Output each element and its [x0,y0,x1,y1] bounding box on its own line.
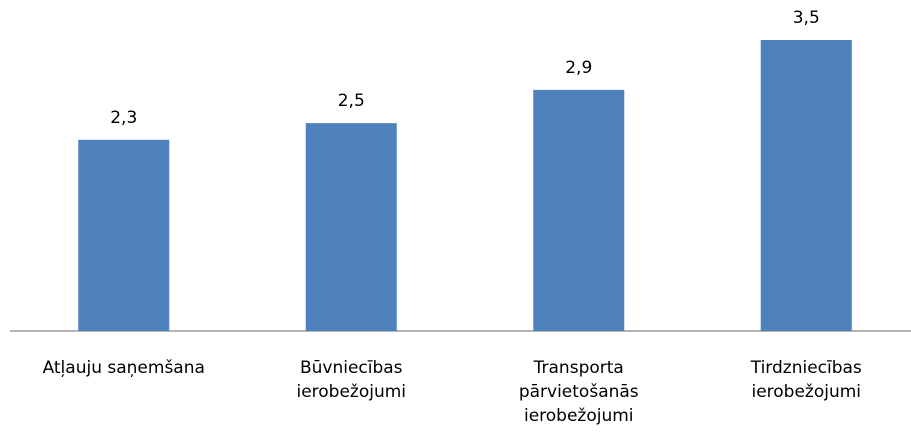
bar [533,89,625,331]
bar [78,139,170,331]
x-tick-label: ierobežojumi [296,382,406,402]
x-tick-label: pārvietošanās [519,382,639,402]
x-tick-label: Būvniecības [300,358,403,378]
data-label: 2,9 [565,58,592,78]
x-tick-label: Atļauju saņemšana [43,358,205,378]
bar [760,40,852,331]
data-label: 2,3 [110,108,137,128]
x-tick-label: ierobežojumi [751,382,861,402]
data-label: 2,5 [338,91,365,111]
x-tick-label: Transporta [533,358,624,378]
data-label: 3,5 [793,8,820,28]
x-tick-label: ierobežojumi [524,406,634,426]
bar [305,123,397,332]
x-tick-label: Tirdzniecības [750,358,862,378]
